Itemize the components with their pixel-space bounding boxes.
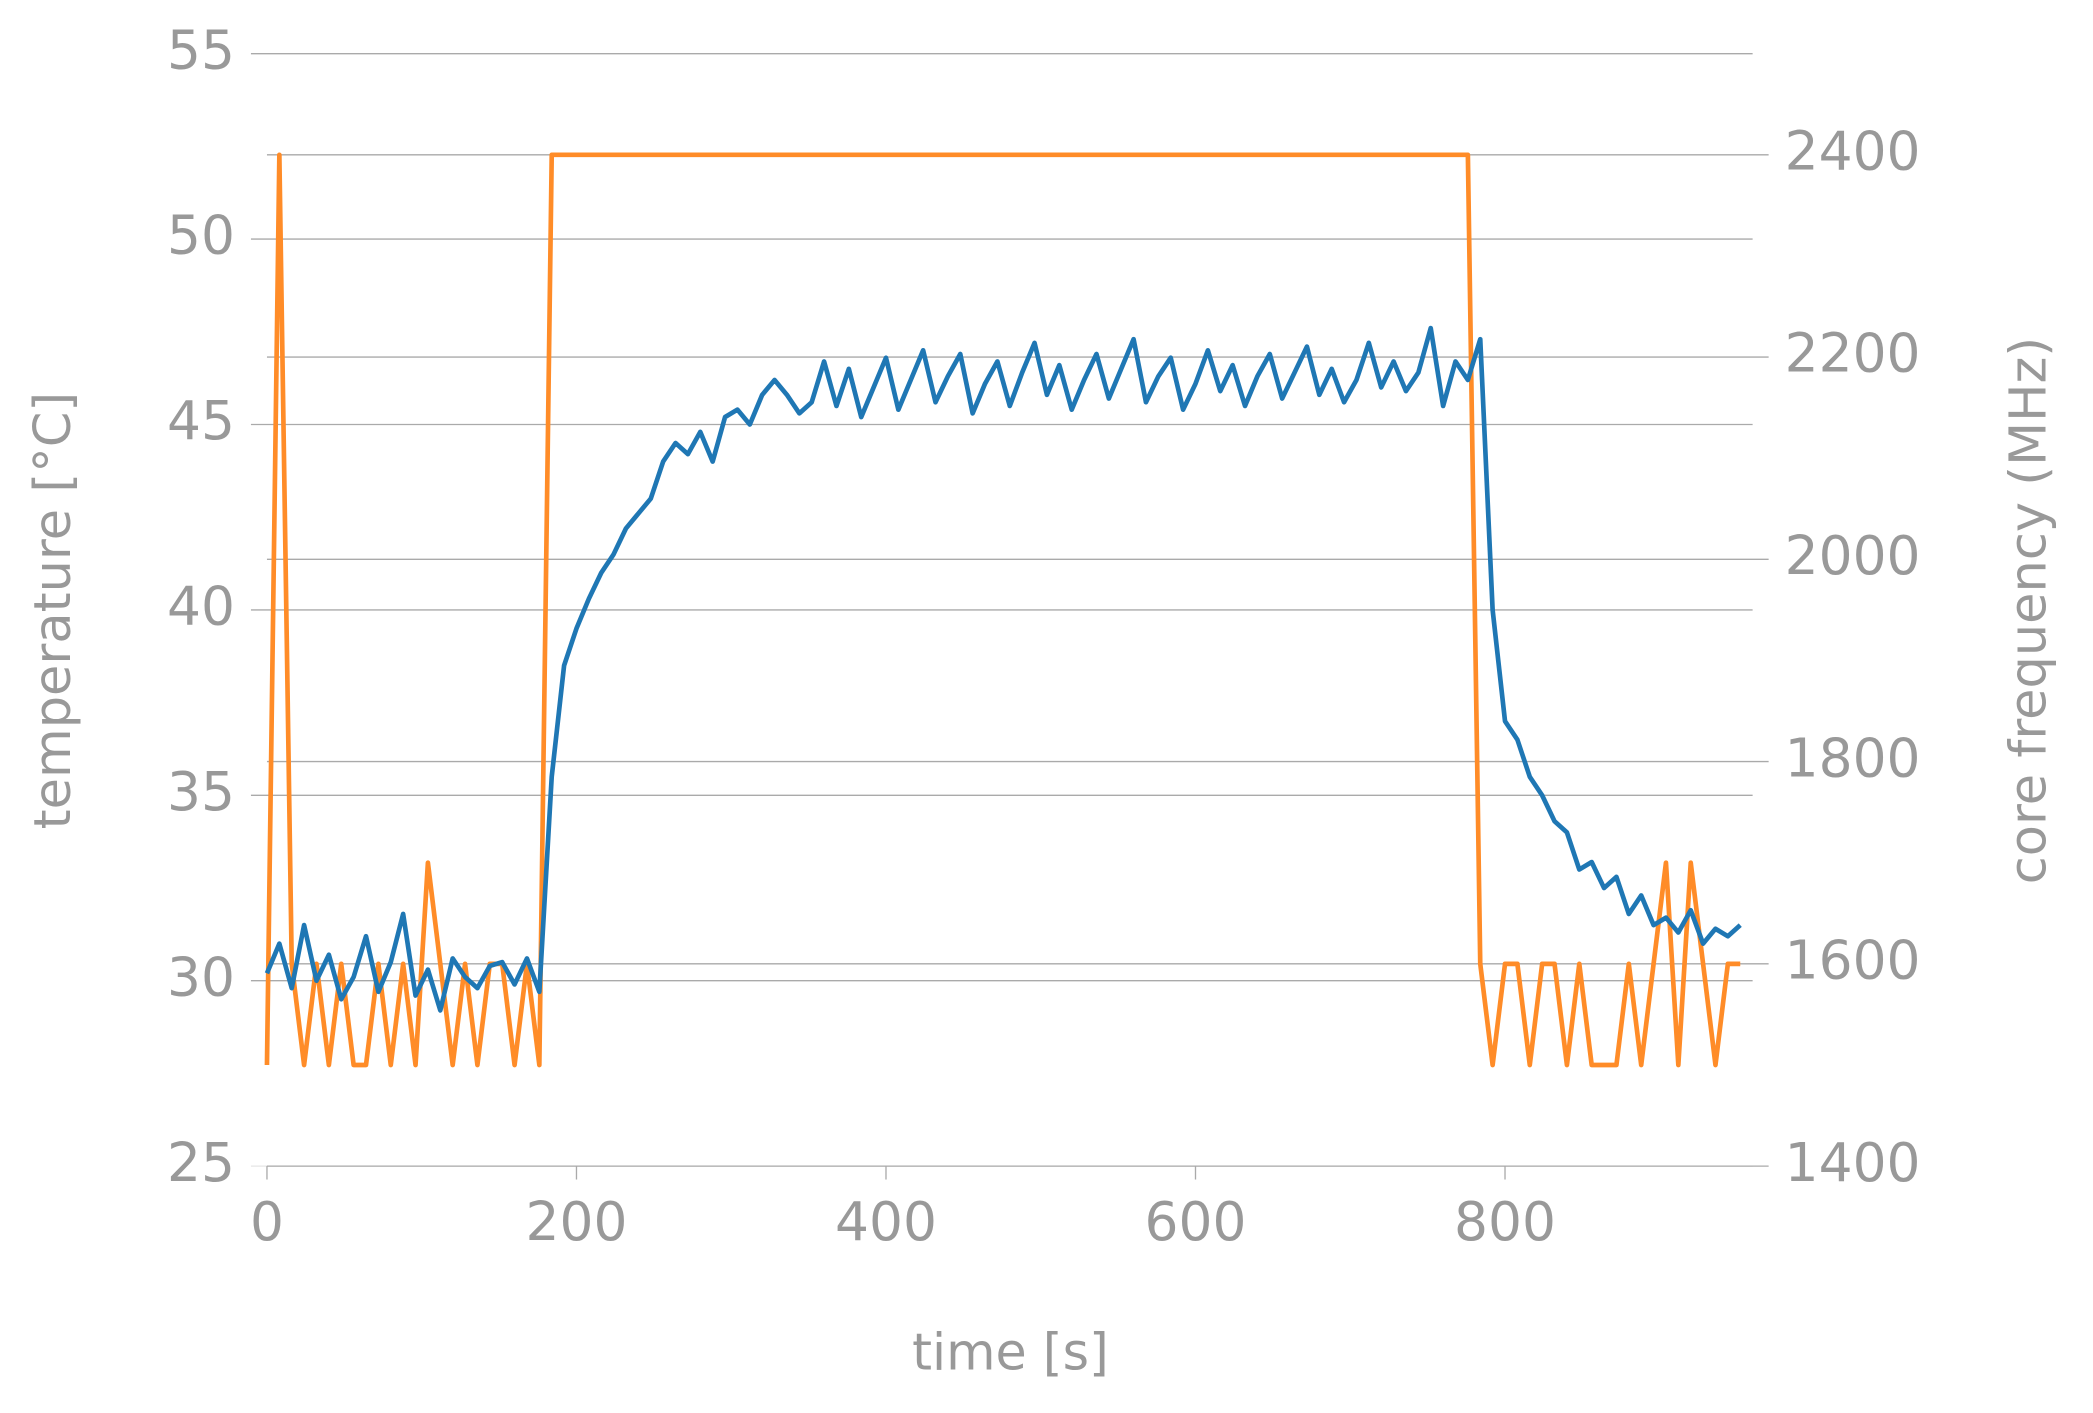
y2-tick-label: 2200 <box>1785 322 1921 385</box>
x-tick-label: 200 <box>526 1190 628 1253</box>
y2-tick-label: 1800 <box>1785 726 1921 789</box>
y2-tick-label: 2000 <box>1785 524 1921 587</box>
y-tick-label: 25 <box>167 1131 235 1194</box>
series-line <box>264 152 1741 1068</box>
x-tick-label: 800 <box>1454 1190 1556 1253</box>
x-tick-label: 400 <box>835 1190 937 1253</box>
y-axis-label: temperature [°C] <box>23 392 82 829</box>
y2-tick-label: 1600 <box>1785 928 1921 991</box>
y2-tick-label: 1400 <box>1785 1131 1921 1194</box>
y2-tick-label: 2400 <box>1785 119 1921 182</box>
y-tick-label: 50 <box>167 204 235 267</box>
y-tick-label: 55 <box>167 18 235 81</box>
y-tick-label: 45 <box>167 389 235 452</box>
y2-axis-label: core frequency (MHz) <box>1999 337 2058 884</box>
x-axis-label: time [s] <box>912 1322 1109 1381</box>
x-tick-label: 600 <box>1145 1190 1247 1253</box>
y-tick-label: 30 <box>167 945 235 1008</box>
x-tick-label: 0 <box>250 1190 284 1253</box>
series-line <box>264 325 1742 1013</box>
y-tick-label: 35 <box>167 760 235 823</box>
y-tick-label: 40 <box>167 574 235 637</box>
